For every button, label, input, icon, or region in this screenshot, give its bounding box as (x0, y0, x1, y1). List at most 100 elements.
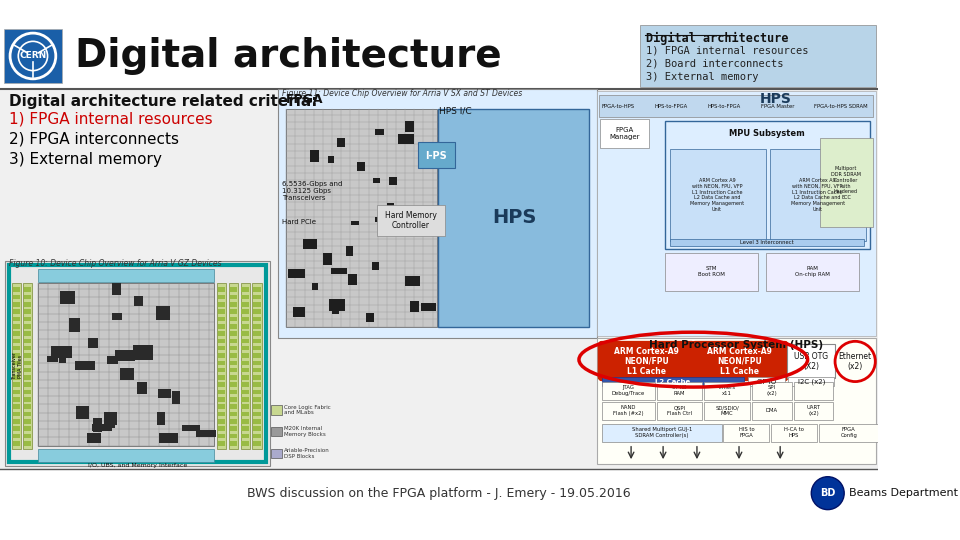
FancyBboxPatch shape (242, 412, 249, 416)
FancyBboxPatch shape (380, 226, 391, 236)
FancyBboxPatch shape (24, 295, 31, 299)
Text: RAM
On-chip RAM: RAM On-chip RAM (795, 266, 829, 277)
FancyBboxPatch shape (657, 402, 703, 420)
FancyBboxPatch shape (253, 316, 261, 321)
FancyBboxPatch shape (602, 382, 655, 400)
FancyBboxPatch shape (133, 295, 143, 306)
FancyBboxPatch shape (599, 95, 874, 117)
FancyBboxPatch shape (375, 129, 384, 134)
Text: Ethernet
(x2): Ethernet (x2) (839, 352, 872, 371)
Text: Ariable-Precision
DSP Blocks: Ariable-Precision DSP Blocks (284, 448, 330, 459)
FancyBboxPatch shape (120, 368, 134, 380)
FancyBboxPatch shape (665, 253, 758, 291)
FancyBboxPatch shape (218, 419, 225, 424)
FancyBboxPatch shape (218, 324, 225, 328)
Text: STM
Boot ROM: STM Boot ROM (698, 266, 725, 277)
FancyBboxPatch shape (112, 313, 122, 320)
FancyBboxPatch shape (218, 361, 225, 365)
FancyBboxPatch shape (765, 253, 859, 291)
FancyBboxPatch shape (12, 361, 20, 365)
FancyBboxPatch shape (229, 404, 237, 409)
FancyBboxPatch shape (242, 331, 249, 336)
Text: HPS I/C: HPS I/C (439, 106, 471, 115)
FancyBboxPatch shape (218, 434, 225, 438)
FancyBboxPatch shape (24, 353, 31, 358)
FancyBboxPatch shape (12, 302, 20, 307)
FancyBboxPatch shape (51, 346, 72, 358)
FancyBboxPatch shape (76, 406, 88, 419)
FancyBboxPatch shape (253, 419, 261, 424)
FancyBboxPatch shape (229, 390, 237, 394)
Text: I/O, UBS, and Memory Interface: I/O, UBS, and Memory Interface (87, 463, 187, 468)
FancyBboxPatch shape (600, 119, 649, 148)
FancyBboxPatch shape (346, 246, 353, 256)
FancyBboxPatch shape (217, 283, 226, 449)
Text: JTAG
Debug/Trace: JTAG Debug/Trace (612, 386, 645, 396)
Text: Figure 10: Device Chip Overview for Arria V GZ Devices: Figure 10: Device Chip Overview for Arri… (10, 259, 222, 268)
FancyBboxPatch shape (348, 274, 357, 285)
FancyBboxPatch shape (105, 412, 117, 426)
FancyBboxPatch shape (770, 149, 866, 241)
FancyBboxPatch shape (12, 441, 20, 445)
FancyBboxPatch shape (252, 283, 261, 449)
FancyBboxPatch shape (242, 309, 249, 314)
FancyBboxPatch shape (38, 269, 214, 282)
FancyBboxPatch shape (242, 427, 249, 431)
FancyBboxPatch shape (332, 308, 339, 314)
FancyBboxPatch shape (24, 434, 31, 438)
FancyBboxPatch shape (410, 301, 419, 312)
FancyBboxPatch shape (389, 177, 396, 185)
FancyBboxPatch shape (112, 283, 121, 295)
Text: ARM Cortex-A9
NEON/FPU
L1 Cache: ARM Cortex-A9 NEON/FPU L1 Cache (708, 347, 773, 376)
Text: HPS: HPS (492, 208, 537, 227)
Text: H-CA to
HPS: H-CA to HPS (784, 427, 804, 438)
FancyBboxPatch shape (218, 353, 225, 358)
Text: Hard PCIe: Hard PCIe (281, 219, 316, 225)
FancyBboxPatch shape (229, 397, 237, 402)
Text: M20K Internal
Memory Blocks: M20K Internal Memory Blocks (284, 427, 326, 437)
FancyBboxPatch shape (24, 324, 31, 328)
FancyBboxPatch shape (38, 283, 214, 446)
FancyBboxPatch shape (420, 303, 436, 311)
FancyBboxPatch shape (819, 424, 879, 442)
FancyBboxPatch shape (271, 427, 281, 436)
FancyBboxPatch shape (329, 299, 345, 311)
Text: FPGA-to-HPS: FPGA-to-HPS (602, 104, 635, 109)
FancyBboxPatch shape (24, 404, 31, 409)
FancyBboxPatch shape (93, 418, 102, 432)
FancyBboxPatch shape (12, 427, 20, 431)
Text: ARM Cortex A9
with NEON, FPU, VFP
L1 Instruction Cache
L2 Data Cache and
Memory : ARM Cortex A9 with NEON, FPU, VFP L1 Ins… (791, 178, 845, 212)
FancyBboxPatch shape (218, 427, 225, 431)
FancyBboxPatch shape (229, 353, 237, 358)
FancyBboxPatch shape (12, 283, 21, 449)
FancyBboxPatch shape (218, 309, 225, 314)
FancyBboxPatch shape (38, 449, 214, 462)
FancyBboxPatch shape (794, 382, 833, 400)
FancyBboxPatch shape (705, 402, 750, 420)
FancyBboxPatch shape (253, 434, 261, 438)
Circle shape (811, 477, 844, 510)
FancyBboxPatch shape (438, 109, 589, 327)
FancyBboxPatch shape (229, 287, 237, 292)
FancyBboxPatch shape (12, 390, 20, 394)
FancyBboxPatch shape (242, 339, 249, 343)
Text: BD: BD (820, 488, 835, 498)
FancyBboxPatch shape (665, 121, 870, 249)
FancyBboxPatch shape (253, 404, 261, 409)
Text: 2) Board interconnects: 2) Board interconnects (646, 59, 783, 69)
FancyBboxPatch shape (218, 397, 225, 402)
Text: Digital architecture related criteria:: Digital architecture related criteria: (10, 94, 318, 110)
FancyBboxPatch shape (602, 424, 722, 442)
FancyBboxPatch shape (24, 368, 31, 373)
FancyBboxPatch shape (24, 412, 31, 416)
Text: Hard Processor System (HPS): Hard Processor System (HPS) (649, 340, 824, 350)
Text: 2) FPGA interconnects: 2) FPGA interconnects (10, 132, 180, 147)
FancyBboxPatch shape (24, 331, 31, 336)
FancyBboxPatch shape (242, 316, 249, 321)
FancyBboxPatch shape (115, 349, 135, 361)
FancyBboxPatch shape (253, 382, 261, 387)
Text: HIS to
FPGA: HIS to FPGA (738, 427, 755, 438)
FancyBboxPatch shape (375, 217, 394, 221)
FancyBboxPatch shape (409, 220, 426, 229)
Text: HPS-to-FPGA: HPS-to-FPGA (655, 104, 688, 109)
